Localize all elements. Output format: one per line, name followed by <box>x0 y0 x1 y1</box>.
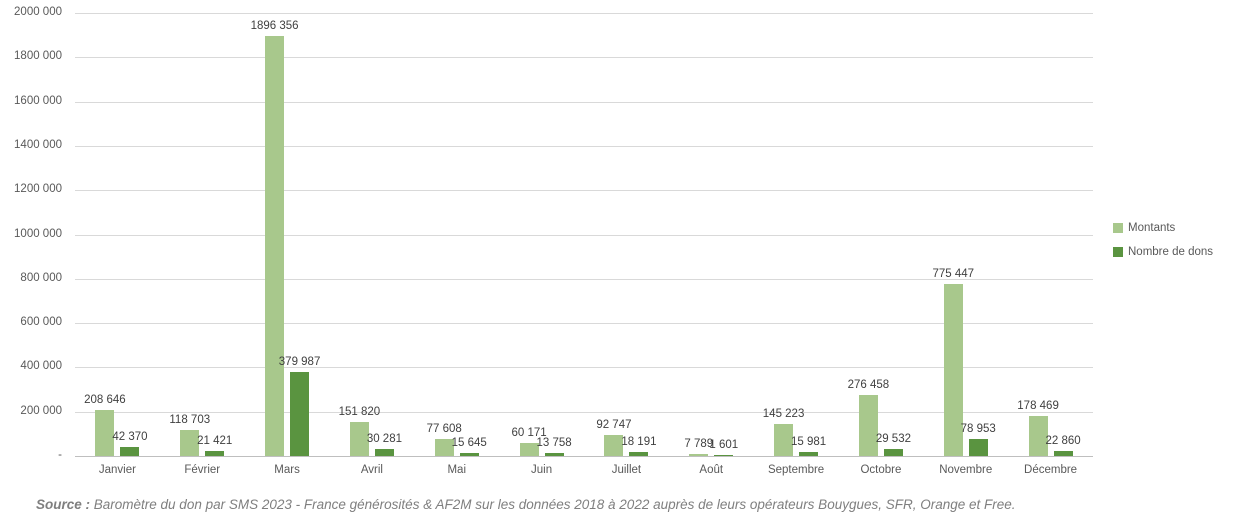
x-axis-category-label: Avril <box>360 464 383 476</box>
legend-swatch <box>1113 223 1123 233</box>
plot-area: 208 646 42 370 118 703 21 421 1896 356 379 98… <box>75 13 1093 457</box>
y-axis-tick-label: 1400 000 <box>14 138 62 151</box>
y-axis-tick-label: 200 000 <box>20 404 62 417</box>
bar-montants <box>519 443 539 456</box>
gridline <box>75 57 1093 59</box>
legend-swatch <box>1113 247 1123 257</box>
legend-item: Nombre de dons <box>1113 246 1213 258</box>
bar-montants <box>265 36 285 456</box>
y-axis-tick-label: 1800 000 <box>14 50 62 63</box>
x-axis-category-label: Juillet <box>611 464 642 476</box>
legend-item: Montants <box>1113 222 1213 234</box>
y-axis-tick-label: 2000 000 <box>14 6 62 18</box>
gridline <box>75 323 1093 325</box>
bar-nombre-de-dons <box>629 452 649 456</box>
bar-value-label: 77 608 <box>426 423 462 435</box>
gridline <box>75 13 1093 14</box>
bar-value-label: 379 987 <box>278 356 321 368</box>
gridline <box>75 145 1093 147</box>
legend-label: Nombre de dons <box>1128 246 1214 258</box>
bar-nombre-de-dons <box>883 449 903 456</box>
bar-nombre-de-dons <box>374 449 394 456</box>
x-axis-category-label: Février <box>184 464 221 476</box>
bar-montants <box>943 284 963 456</box>
bar-value-label: 60 171 <box>511 427 547 439</box>
x-axis-category-label: Décembre <box>1024 464 1078 476</box>
bar-value-label: 22 860 <box>1045 435 1081 447</box>
bar-value-label: 1 601 <box>709 439 739 451</box>
bar-value-label: 15 981 <box>790 436 827 448</box>
bar-value-label: 29 532 <box>875 433 911 445</box>
bar-nombre-de-dons <box>205 451 225 456</box>
x-axis-category-label: Septembre <box>767 464 825 476</box>
bar-value-label: 208 646 <box>84 394 126 406</box>
bar-value-label: 78 953 <box>960 423 996 435</box>
bar-value-label: 118 703 <box>169 414 211 426</box>
bar-value-label: 276 458 <box>847 379 890 391</box>
bar-value-label: 15 645 <box>451 437 487 449</box>
y-axis-tick-label: 600 000 <box>20 316 62 329</box>
bar-value-label: 30 281 <box>366 433 402 445</box>
x-axis-category-label: Octobre <box>860 464 902 476</box>
bar-value-label: 145 223 <box>762 408 805 420</box>
bar-nombre-de-dons <box>968 439 988 456</box>
legend-label: Montants <box>1128 222 1176 234</box>
bar-nombre-de-dons <box>1053 451 1073 456</box>
bar-value-label: 775 447 <box>932 268 975 280</box>
bar-value-label: 13 758 <box>536 437 572 449</box>
gridline <box>75 234 1093 236</box>
bar-nombre-de-dons <box>290 372 310 456</box>
legend: Montants Nombre de dons <box>1113 222 1213 270</box>
bar-value-label: 151 820 <box>338 406 381 418</box>
bar-value-label: 7 789 <box>684 438 714 450</box>
bar-montants <box>604 435 624 456</box>
gridline <box>75 367 1093 369</box>
x-axis-category-label: Novembre <box>939 464 993 476</box>
y-axis-tick-label: - <box>58 449 62 461</box>
x-axis-category-label: Août <box>699 464 724 476</box>
bar-montants <box>180 430 200 456</box>
bar-nombre-de-dons <box>120 447 140 456</box>
bar-montants <box>349 422 369 456</box>
gridline <box>75 190 1093 192</box>
bar-montants <box>1028 416 1048 456</box>
bar-value-label: 42 370 <box>112 431 148 443</box>
y-axis-tick-label: 400 000 <box>20 360 62 373</box>
bar-montants <box>774 424 794 456</box>
bar-montants <box>689 454 709 456</box>
bar-value-label: 21 421 <box>197 435 233 447</box>
bar-value-label: 92 747 <box>596 419 632 431</box>
bar-montants <box>858 395 878 456</box>
bar-nombre-de-dons <box>799 452 819 456</box>
gridline <box>75 411 1093 413</box>
bar-value-label: 178 469 <box>1017 400 1059 412</box>
y-axis-tick-label: 1200 000 <box>14 183 62 196</box>
bar-montants <box>434 439 454 456</box>
bar-nombre-de-dons <box>714 455 734 456</box>
x-axis-category-label: Mars <box>274 464 300 476</box>
x-axis-category-label: Janvier <box>98 464 136 476</box>
x-axis-category-label: Mai <box>447 464 466 476</box>
source-note-prefix: Source : <box>36 497 91 512</box>
bar-montants <box>95 410 115 456</box>
y-axis-tick-label: 1000 000 <box>14 227 62 240</box>
bar-value-label: 18 191 <box>621 436 657 448</box>
bar-nombre-de-dons <box>544 453 564 456</box>
source-note: Source : Baromètre du don par SMS 2023 -… <box>36 497 1016 512</box>
gridline <box>75 101 1093 103</box>
y-axis-tick-label: 800 000 <box>20 271 62 284</box>
bar-nombre-de-dons <box>459 453 479 456</box>
source-note-text: Baromètre du don par SMS 2023 - France g… <box>90 497 1016 512</box>
x-axis-category-label: Juin <box>531 464 553 476</box>
y-axis-tick-label: 1600 000 <box>14 94 62 107</box>
bar-value-label: 1896 356 <box>250 20 299 32</box>
x-axis-line <box>75 456 1093 457</box>
gridline <box>75 278 1093 280</box>
